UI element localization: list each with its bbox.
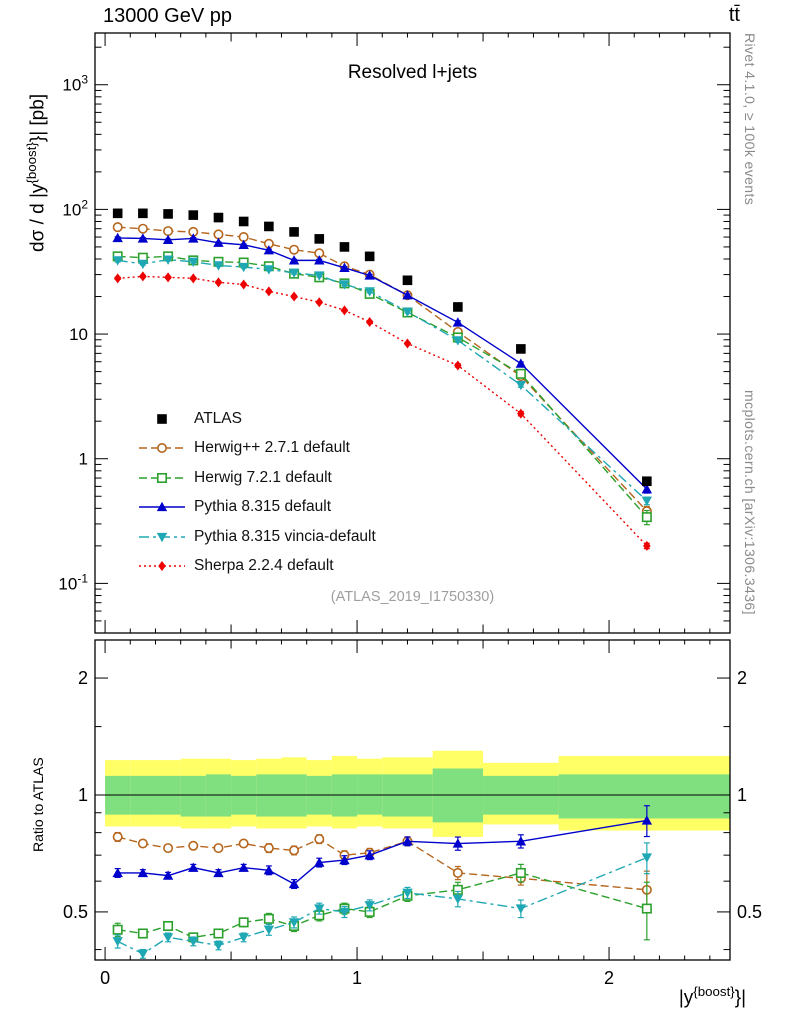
series-sherpa-2-2-4-default <box>114 971 651 1010</box>
ratio-uncertainty-bands <box>95 750 730 837</box>
series-pythia-8-315-vincia-default <box>112 842 653 960</box>
svg-text:10: 10 <box>69 325 88 344</box>
main-y-axis-label: dσ / d |y{boost}}| [pb] <box>24 94 49 252</box>
x-label-sup: {boost} <box>693 984 735 999</box>
green-band-bin <box>180 775 206 817</box>
process-title: tt̄ <box>728 4 740 26</box>
rivet-version-note: Rivet 4.1.0, ≥ 100k events <box>742 33 758 206</box>
legend-marker-tri <box>139 502 185 512</box>
ratio-y-axis-label: Ratio to ATLAS <box>30 757 46 852</box>
legend-marker-diam <box>139 561 185 572</box>
series-pythia-8-315-default <box>112 232 653 494</box>
legend-item: Pythia 8.315 vincia-default <box>138 522 376 552</box>
svg-text:1: 1 <box>737 785 747 805</box>
x-label-post: }| <box>734 987 746 1009</box>
legend-label: Sherpa 2.2.4 default <box>194 557 334 575</box>
x-label-pre: |y <box>678 987 694 1009</box>
series-pythia-8-315-vincia-default <box>112 255 653 506</box>
y-label-sup: {boost} <box>24 142 39 184</box>
svg-text:103: 103 <box>62 73 88 95</box>
analysis-watermark: (ATLAS_2019_I1750330) <box>330 589 495 605</box>
mcplots-note: mcplots.cern.ch [arXiv:1306.3436] <box>742 390 758 615</box>
series-atlas <box>112 208 652 487</box>
y-label-pre: dσ / d |y <box>27 183 49 252</box>
axis-ticks <box>95 33 730 960</box>
legend-marker-sq <box>157 413 167 424</box>
legend-label: Herwig 7.2.1 default <box>194 468 332 486</box>
svg-text:1: 1 <box>352 968 362 988</box>
svg-text:2: 2 <box>737 668 747 688</box>
legend-item: ATLAS <box>138 404 376 434</box>
beam-energy-title: 13000 GeV pp <box>103 5 232 27</box>
legend-item: Herwig 7.2.1 default <box>138 463 376 493</box>
main-panel-frame <box>94 32 731 634</box>
svg-text:0: 0 <box>100 968 110 988</box>
legend-label: Pythia 8.315 vincia-default <box>194 527 376 545</box>
legend-marker-circ-o <box>139 443 185 454</box>
legend-label: Herwig++ 2.7.1 default <box>194 439 350 457</box>
green-band-bin <box>558 774 730 819</box>
svg-text:102: 102 <box>62 197 88 219</box>
legend-marker-sq-o <box>139 472 185 483</box>
svg-text:2: 2 <box>604 968 614 988</box>
series-sherpa-2-2-4-default <box>113 271 651 551</box>
legend: ATLAS Herwig++ 2.7.1 default Herwig 7.2.1 … <box>138 404 376 581</box>
series-herwig-7-2-1-default <box>112 863 652 943</box>
series-pythia-8-315-default <box>112 805 653 890</box>
legend-item: Pythia 8.315 default <box>138 493 376 523</box>
svg-text:0.5: 0.5 <box>737 902 762 922</box>
svg-text:0.5: 0.5 <box>63 902 88 922</box>
legend-item: Herwig++ 2.7.1 default <box>138 434 376 464</box>
svg-text:1: 1 <box>78 785 88 805</box>
svg-text:1: 1 <box>79 450 88 469</box>
legend-item: Sherpa 2.2.4 default <box>138 552 376 582</box>
legend-label: ATLAS <box>194 409 242 427</box>
x-axis-label: |y{boost}}| <box>679 984 746 1009</box>
legend-label: Pythia 8.315 default <box>194 498 332 516</box>
y-label-post: }| [pb] <box>27 93 49 143</box>
plot-title: Resolved l+jets <box>347 62 478 83</box>
legend-marker-tri-d <box>139 532 185 542</box>
svg-text:10-1: 10-1 <box>58 571 88 593</box>
ratio-panel-frame <box>94 639 731 961</box>
svg-text:2: 2 <box>78 668 88 688</box>
